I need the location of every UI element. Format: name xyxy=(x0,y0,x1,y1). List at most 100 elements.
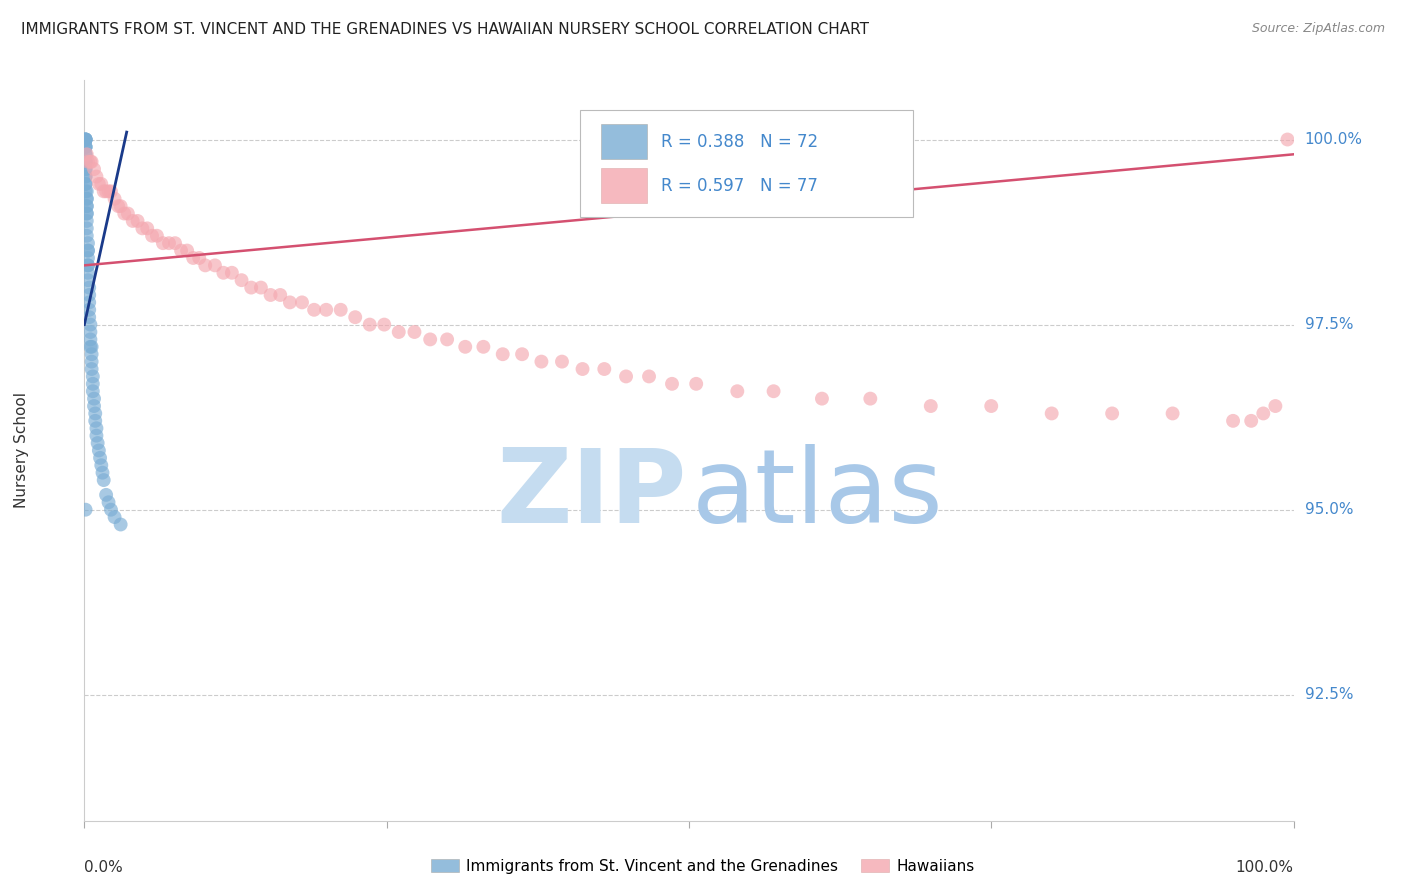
Point xyxy=(221,266,243,280)
Point xyxy=(76,206,98,220)
Point xyxy=(76,228,98,243)
Point xyxy=(75,177,97,191)
Point xyxy=(259,288,281,302)
Point xyxy=(194,259,217,273)
Point xyxy=(89,450,111,465)
Point xyxy=(75,132,97,146)
Point xyxy=(75,162,97,177)
Point xyxy=(83,392,105,406)
Point xyxy=(75,132,97,146)
Point xyxy=(359,318,381,332)
Point xyxy=(77,266,100,280)
FancyBboxPatch shape xyxy=(600,168,647,203)
Point xyxy=(75,162,97,177)
Point xyxy=(188,251,211,265)
Point xyxy=(90,458,112,473)
Point xyxy=(77,251,100,265)
Point xyxy=(117,206,139,220)
Point xyxy=(530,354,553,368)
Point xyxy=(79,318,101,332)
Text: 95.0%: 95.0% xyxy=(1305,502,1353,517)
Point xyxy=(76,199,98,213)
Point xyxy=(86,169,108,184)
Point xyxy=(121,214,143,228)
Point xyxy=(107,199,129,213)
Point xyxy=(75,132,97,146)
Point xyxy=(638,369,661,384)
Point xyxy=(302,302,325,317)
Point xyxy=(1040,407,1063,421)
FancyBboxPatch shape xyxy=(600,124,647,160)
Point xyxy=(77,295,100,310)
Point xyxy=(75,169,97,184)
Point xyxy=(250,280,273,294)
Point xyxy=(91,466,114,480)
Point xyxy=(77,154,100,169)
Point xyxy=(82,376,104,391)
Point xyxy=(661,376,683,391)
Point xyxy=(79,154,101,169)
Point xyxy=(762,384,785,399)
Point xyxy=(75,140,97,154)
Point xyxy=(291,295,314,310)
Point xyxy=(87,177,110,191)
Point xyxy=(75,169,97,184)
Point xyxy=(76,147,98,161)
Point xyxy=(685,376,707,391)
Point xyxy=(79,333,101,347)
Point xyxy=(94,488,117,502)
Point xyxy=(75,502,97,516)
Point xyxy=(725,384,748,399)
Point xyxy=(75,132,97,146)
Point xyxy=(100,185,122,199)
Text: R = 0.388   N = 72: R = 0.388 N = 72 xyxy=(661,133,818,151)
Point xyxy=(472,340,495,354)
Point xyxy=(436,333,458,347)
Point xyxy=(571,362,593,376)
Point xyxy=(131,221,153,235)
Point xyxy=(75,185,97,199)
Point xyxy=(97,495,120,509)
Point xyxy=(75,154,97,169)
Point xyxy=(75,147,97,161)
Point xyxy=(76,199,98,213)
Point xyxy=(176,244,198,258)
Point xyxy=(181,251,204,265)
Text: 100.0%: 100.0% xyxy=(1236,860,1294,874)
Point xyxy=(110,199,132,213)
Point xyxy=(231,273,253,287)
Point xyxy=(77,244,100,258)
Point xyxy=(165,236,187,251)
Point xyxy=(492,347,515,361)
Text: 100.0%: 100.0% xyxy=(1305,132,1362,147)
Point xyxy=(146,228,169,243)
Point xyxy=(80,354,103,368)
Point xyxy=(614,369,637,384)
Point xyxy=(80,362,103,376)
Point xyxy=(388,325,411,339)
Point xyxy=(94,185,117,199)
Point xyxy=(110,517,132,532)
Point xyxy=(77,259,100,273)
Point xyxy=(90,177,112,191)
Text: Nursery School: Nursery School xyxy=(14,392,30,508)
Point xyxy=(82,384,104,399)
Point xyxy=(373,318,395,332)
Point xyxy=(86,421,108,435)
Point xyxy=(77,310,100,325)
Point xyxy=(77,273,100,287)
Point xyxy=(1253,407,1275,421)
Point xyxy=(83,399,105,413)
Point xyxy=(1101,407,1123,421)
Text: 97.5%: 97.5% xyxy=(1305,317,1353,332)
Point xyxy=(404,325,426,339)
Point xyxy=(76,192,98,206)
FancyBboxPatch shape xyxy=(581,110,912,218)
Point xyxy=(77,280,100,294)
Point xyxy=(75,140,97,154)
Point xyxy=(77,302,100,317)
Point xyxy=(1240,414,1263,428)
Point xyxy=(419,333,441,347)
Point xyxy=(157,236,180,251)
Point xyxy=(93,185,115,199)
